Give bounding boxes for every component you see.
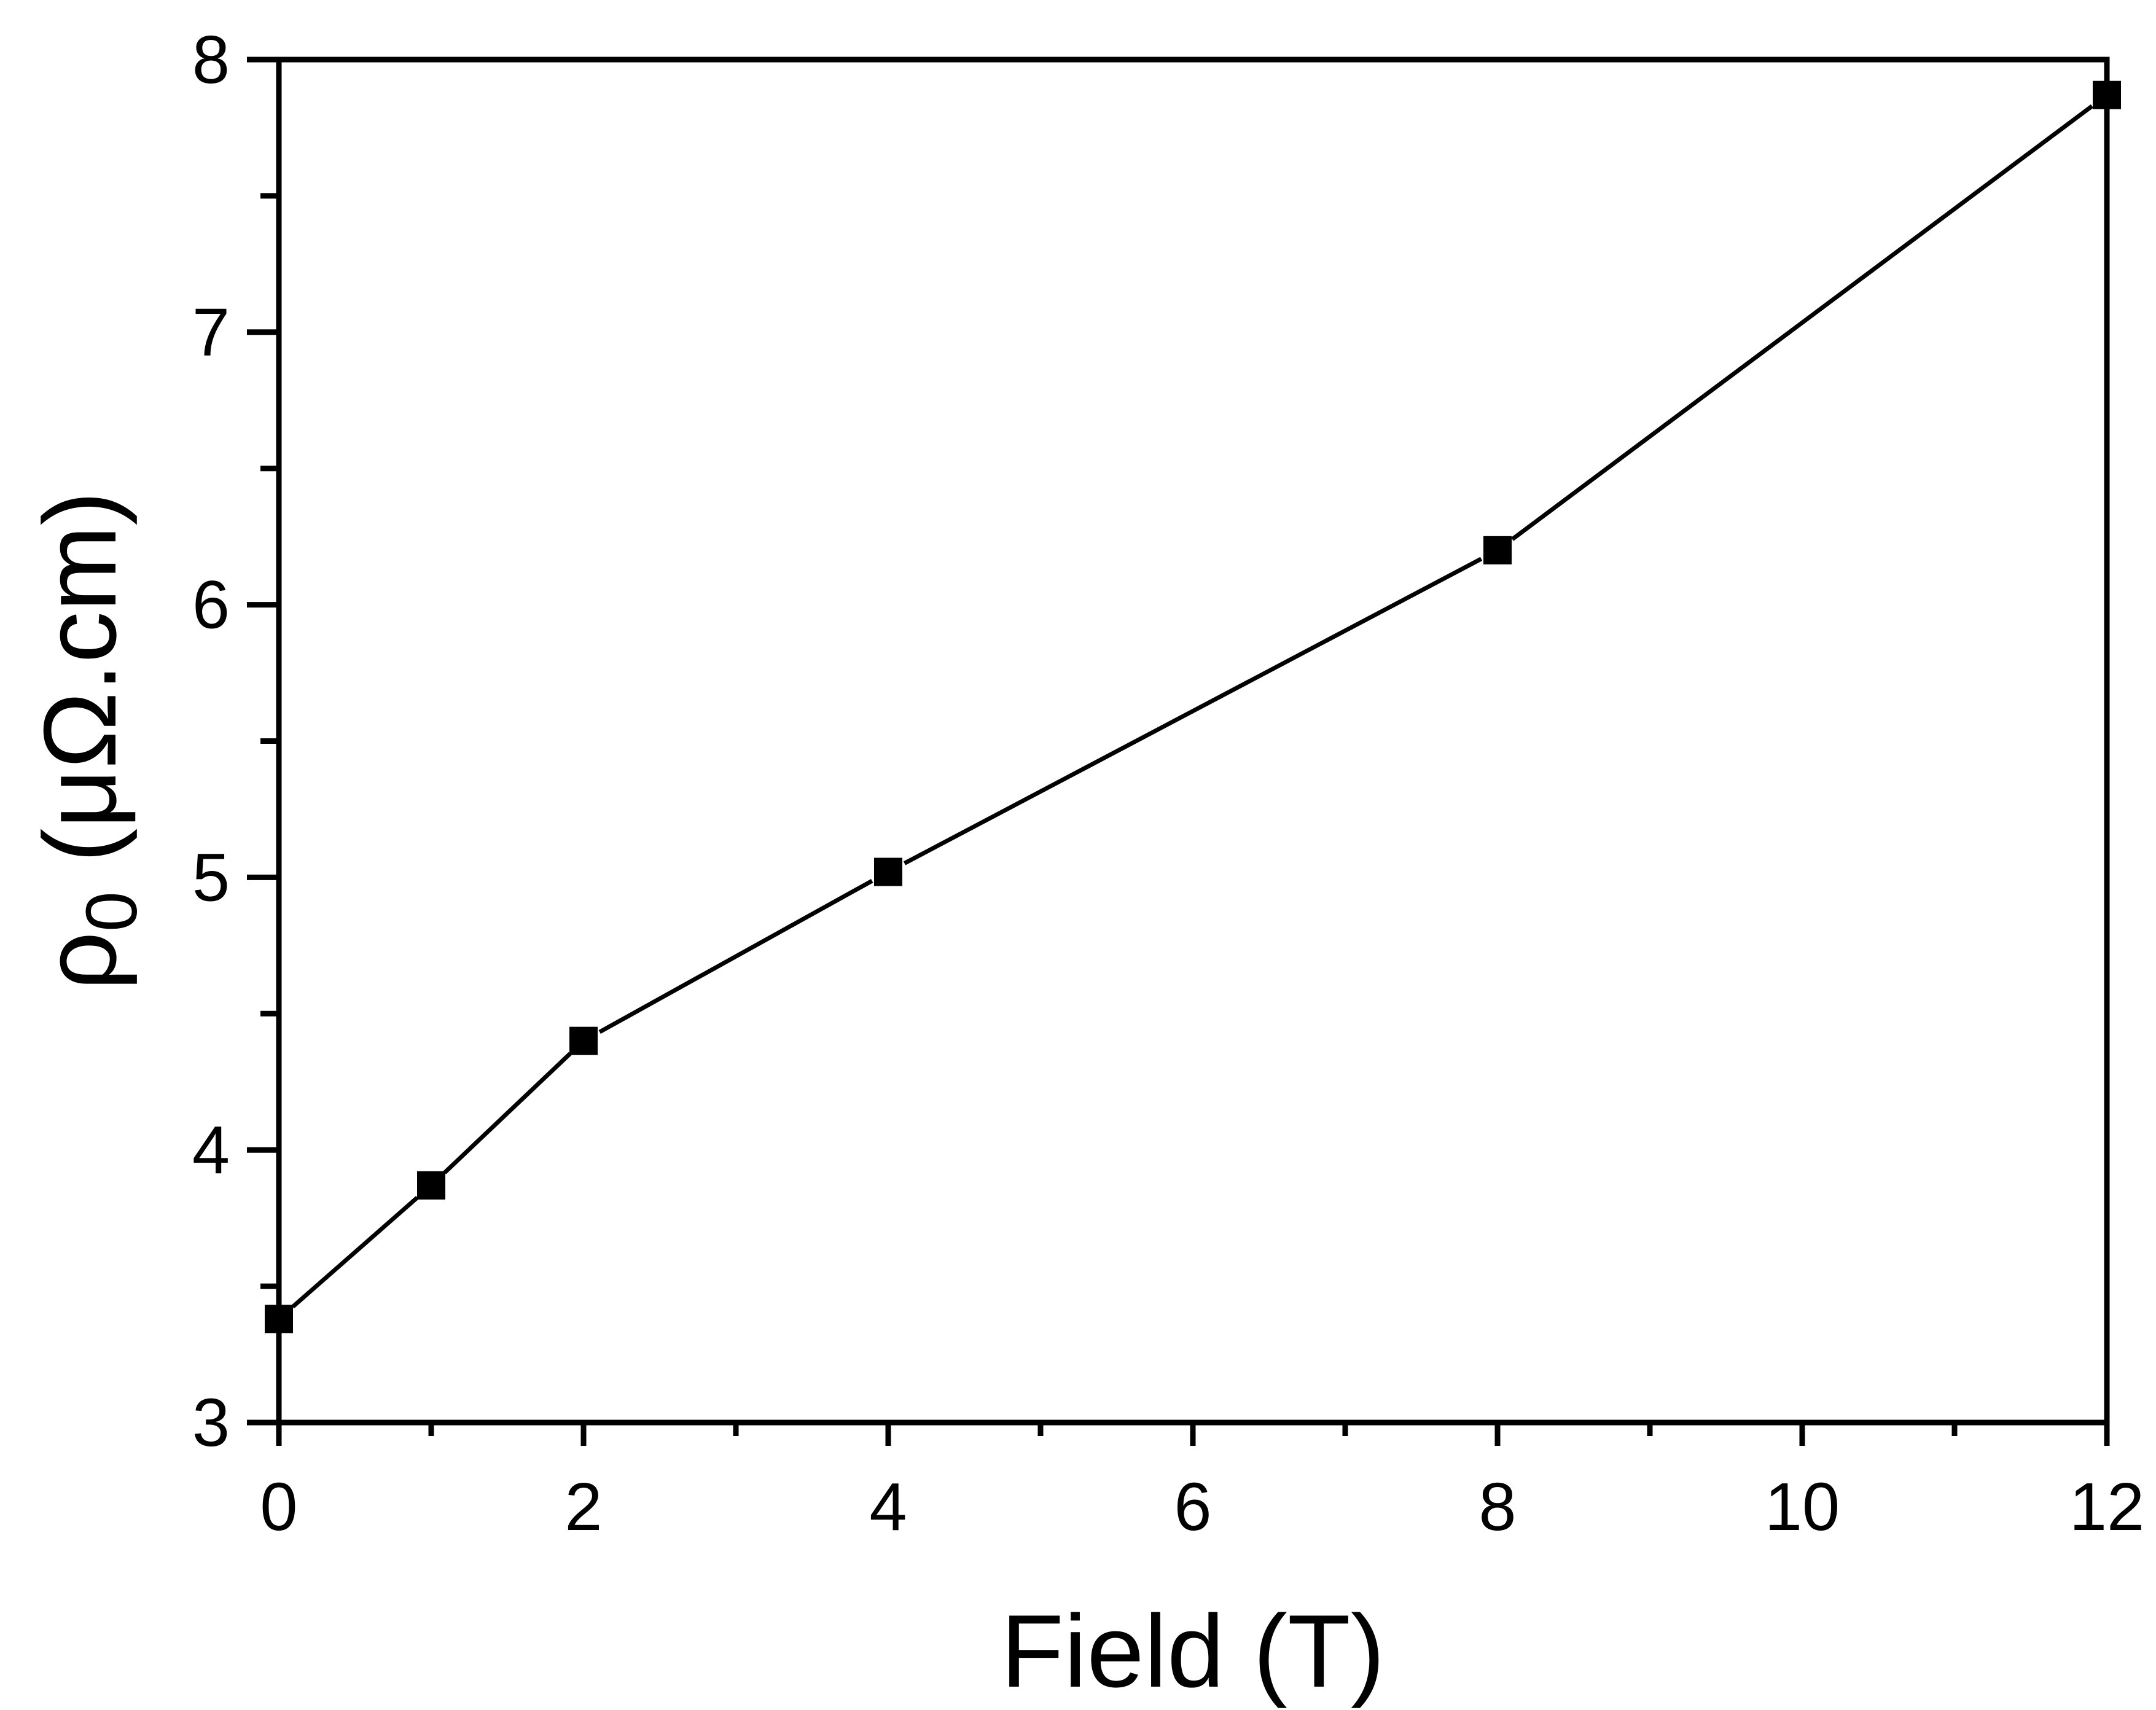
series-line-segment [443, 1052, 572, 1174]
data-point-marker [1483, 536, 1512, 564]
y-axis-title-subscript: 0 [71, 891, 152, 932]
x-tick-label: 8 [1478, 1469, 1516, 1545]
x-tick-label: 12 [2069, 1469, 2144, 1545]
plot-frame [276, 57, 2110, 1426]
y-tick-label: 5 [192, 840, 230, 915]
y-axis-title-symbol: ρ [22, 932, 138, 991]
x-tick-label: 4 [869, 1469, 907, 1545]
data-point-marker [265, 1305, 293, 1333]
y-tick-label: 4 [192, 1112, 230, 1188]
series-line-segment [598, 879, 873, 1034]
x-tick-label: 6 [1174, 1469, 1211, 1545]
y-tick-label: 3 [192, 1385, 230, 1461]
y-tick-label: 7 [192, 295, 230, 370]
y-axis-title: ρ0 (μΩ.cm) [22, 491, 152, 991]
x-axis-title: Field (T) [1001, 1593, 1385, 1709]
y-tick-label: 8 [192, 22, 230, 98]
series-line-segment [291, 1196, 419, 1309]
x-tick-label: 0 [260, 1469, 297, 1545]
series-line-segment [1510, 104, 2094, 541]
axis-ticks [247, 57, 2110, 1446]
series-layer [265, 80, 2121, 1333]
data-point-marker [569, 1026, 598, 1055]
series-line-segment [903, 556, 1483, 865]
x-tick-label: 2 [564, 1469, 602, 1545]
tick-labels: 0 2 4 6 8 10 12 3 4 5 6 7 8 [192, 22, 2144, 1545]
y-tick-label: 6 [192, 568, 230, 643]
y-axis-title-units: (μΩ.cm) [22, 491, 138, 892]
data-point-marker [417, 1171, 445, 1200]
data-point-marker [874, 857, 902, 886]
data-point-marker [2093, 80, 2121, 109]
x-tick-label: 10 [1765, 1469, 1840, 1545]
